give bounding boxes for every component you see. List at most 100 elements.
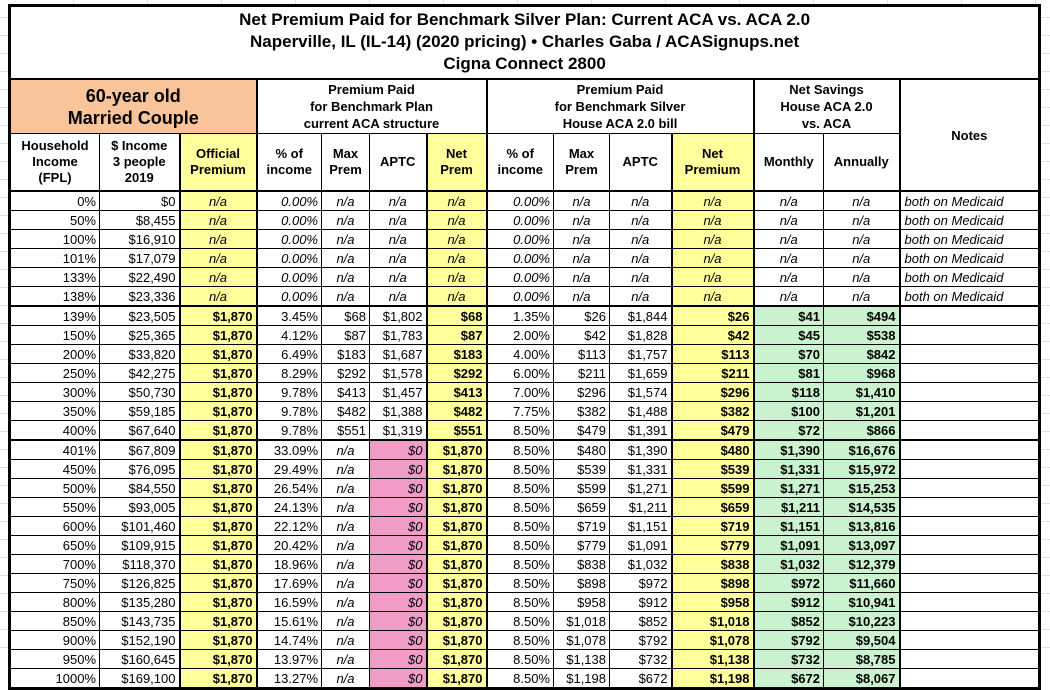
cell-aca-net-prem: $413 — [425, 382, 488, 402]
cell-aca-pct-income: 9.78% — [255, 420, 322, 441]
cell-aca2-net-premium: $480 — [670, 439, 755, 460]
cell-savings-monthly: $732 — [752, 649, 824, 669]
cell-aca2-aptc: n/a — [609, 210, 672, 230]
cell-aca-max-prem: n/a — [321, 210, 370, 230]
cell-note — [898, 535, 1041, 555]
cell-aca2-aptc: n/a — [609, 229, 672, 249]
cell-aca2-max-prem: $296 — [553, 382, 610, 402]
cell-aca2-max-prem: n/a — [553, 248, 610, 268]
cell-aca2-net-premium: n/a — [670, 190, 755, 211]
table-row-800: 800% $135,280 $1,870 16.59% n/a $0 $1,870 8.50%… — [9, 592, 1041, 612]
cell-savings-monthly: $81 — [752, 363, 824, 383]
cell-aca-max-prem: $292 — [321, 363, 370, 383]
cell-savings-annually: $12,379 — [823, 554, 901, 574]
cell-aca2-pct-income: 8.50% — [485, 478, 554, 498]
cell-official-premium: $1,870 — [178, 363, 258, 383]
cell-aca-pct-income: 15.61% — [255, 611, 322, 631]
cell-official-premium: $1,870 — [178, 535, 258, 555]
cell-aca-pct-income: 26.54% — [255, 478, 322, 498]
cell-aca-max-prem: n/a — [321, 439, 370, 460]
cell-aca2-aptc: $1,391 — [609, 420, 672, 441]
cell-savings-monthly: $672 — [752, 668, 824, 689]
cell-aca-max-prem: n/a — [321, 497, 370, 517]
cell-note — [898, 305, 1041, 326]
group-header-aca-2-0: Premium Paid for Benchmark Silver House … — [485, 78, 755, 134]
cell-savings-monthly: $1,211 — [752, 497, 824, 517]
cell-fpl: 650% — [9, 535, 100, 555]
column-header-aca-max-prem: Max Prem — [321, 133, 370, 192]
column-header-savings-annually: Annually — [823, 133, 901, 192]
cell-savings-annually: n/a — [823, 248, 901, 268]
cell-aca2-net-premium: $1,198 — [670, 668, 755, 689]
cell-aca2-max-prem: $539 — [553, 459, 610, 479]
cell-aca2-aptc: $912 — [609, 592, 672, 612]
cell-note: both on Medicaid — [898, 229, 1041, 249]
cell-aca2-pct-income: 0.00% — [485, 286, 554, 307]
cell-aca-net-prem: $1,870 — [425, 554, 488, 574]
cell-aca2-pct-income: 0.00% — [485, 248, 554, 268]
cell-aca2-pct-income: 8.50% — [485, 439, 554, 460]
cell-aca-aptc: $1,319 — [369, 420, 427, 441]
cell-aca2-pct-income: 8.50% — [485, 497, 554, 517]
table-row-150: 150% $25,365 $1,870 4.12% $87 $1,783 $87 2.00% $… — [9, 325, 1041, 345]
cell-savings-annually: $968 — [823, 363, 901, 383]
cell-income: $67,640 — [99, 420, 180, 441]
cell-note — [898, 611, 1041, 631]
cell-aca-aptc: $0 — [369, 649, 427, 669]
cell-official-premium: $1,870 — [178, 554, 258, 574]
cell-aca2-max-prem: $1,138 — [553, 649, 610, 669]
cell-aca-aptc: $0 — [369, 554, 427, 574]
cell-savings-monthly: n/a — [752, 190, 824, 211]
cell-aca2-max-prem: $211 — [553, 363, 610, 383]
cell-aca2-net-premium: n/a — [670, 267, 755, 287]
cell-aca-pct-income: 0.00% — [255, 210, 322, 230]
cell-note: both on Medicaid — [898, 286, 1041, 307]
cell-note — [898, 497, 1041, 517]
cell-fpl: 50% — [9, 210, 100, 230]
cell-aca-net-prem: n/a — [425, 267, 488, 287]
cell-aca2-pct-income: 8.50% — [485, 592, 554, 612]
cell-savings-monthly: $1,271 — [752, 478, 824, 498]
cell-aca-max-prem: n/a — [321, 668, 370, 689]
cell-aca2-max-prem: n/a — [553, 267, 610, 287]
cell-aca2-aptc: $1,757 — [609, 344, 672, 364]
cell-official-premium: $1,870 — [178, 516, 258, 536]
cell-fpl: 250% — [9, 363, 100, 383]
cell-aca-max-prem: n/a — [321, 190, 370, 211]
cell-aca-max-prem: $551 — [321, 420, 370, 441]
cell-aca-aptc: $0 — [369, 497, 427, 517]
cell-note: both on Medicaid — [898, 248, 1041, 268]
table-row-500: 500% $84,550 $1,870 26.54% n/a $0 $1,870 8.50% $… — [9, 478, 1041, 498]
cell-aca2-net-premium: n/a — [670, 248, 755, 268]
column-header-row: Household Income (FPL) $ Income 3 people … — [9, 133, 1040, 192]
cell-aca2-net-premium: $659 — [670, 497, 755, 517]
cell-aca2-pct-income: 7.75% — [485, 401, 554, 421]
cell-aca2-aptc: $1,659 — [609, 363, 672, 383]
cell-aca2-pct-income: 4.00% — [485, 344, 554, 364]
cell-fpl: 150% — [9, 325, 100, 345]
cell-aca-aptc: $0 — [369, 439, 427, 460]
cell-aca2-pct-income: 2.00% — [485, 325, 554, 345]
cell-note — [898, 382, 1041, 402]
cell-aca2-pct-income: 8.50% — [485, 611, 554, 631]
cell-aca-net-prem: $1,870 — [425, 535, 488, 555]
cell-aca2-net-premium: n/a — [670, 286, 755, 307]
cell-aca-pct-income: 13.27% — [255, 668, 322, 689]
cell-aca-max-prem: n/a — [321, 554, 370, 574]
table-row-950: 950% $160,645 $1,870 13.97% n/a $0 $1,870 8.50%… — [9, 649, 1041, 669]
cell-aca-pct-income: 0.00% — [255, 248, 322, 268]
cell-aca-net-prem: $1,870 — [425, 649, 488, 669]
cell-aca-max-prem: n/a — [321, 630, 370, 650]
cell-note — [898, 459, 1041, 479]
cell-fpl: 450% — [9, 459, 100, 479]
cell-note — [898, 401, 1041, 421]
cell-aca-aptc: n/a — [369, 210, 427, 230]
cell-aca-max-prem: n/a — [321, 286, 370, 307]
cell-savings-annually: $8,785 — [823, 649, 901, 669]
table-row-300: 300% $50,730 $1,870 9.78% $413 $1,457 $413 7.00… — [9, 382, 1041, 402]
cell-official-premium: $1,870 — [178, 439, 258, 460]
cell-note — [898, 363, 1041, 383]
cell-aca-net-prem: $87 — [425, 325, 488, 345]
table-row-101: 101% $17,079 n/a 0.00% n/a n/a n/a 0.00% n/a n/a n… — [9, 248, 1041, 268]
cell-official-premium: $1,870 — [178, 649, 258, 669]
